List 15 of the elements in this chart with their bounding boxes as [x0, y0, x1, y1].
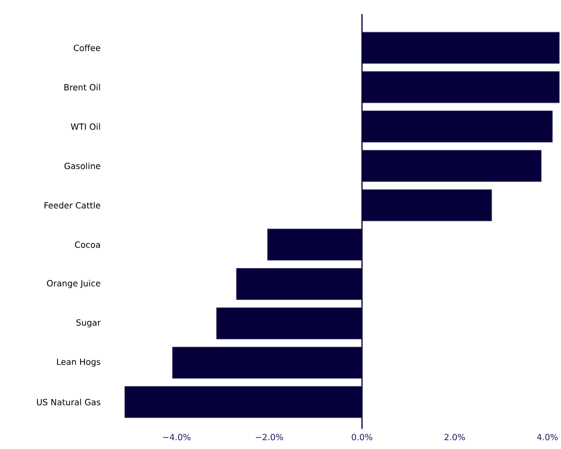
y-tick-label: Brent Oil [64, 84, 100, 91]
y-tick-label: Lean Hogs [57, 358, 100, 367]
y-tick-label: Gasoline [64, 162, 100, 170]
y-tick-label: WTI Oil [70, 123, 100, 130]
y-tick-label: Feeder Cattle [44, 202, 100, 209]
x-tick-label: −2.0% [256, 434, 284, 440]
y-tick-label: Cocoa [75, 242, 100, 248]
y-tick-label: US Natural Gas [37, 398, 100, 406]
y-tick-label: Sugar [76, 319, 101, 328]
x-tick-label: −4.0% [163, 434, 190, 440]
y-tick-label: Orange Juice [47, 280, 100, 288]
x-tick-label: 4.0% [537, 434, 558, 440]
x-tick-label: 2.0% [444, 434, 465, 440]
x-tick-label: 0.0% [352, 434, 372, 440]
y-tick-label: Coffee [74, 44, 100, 52]
